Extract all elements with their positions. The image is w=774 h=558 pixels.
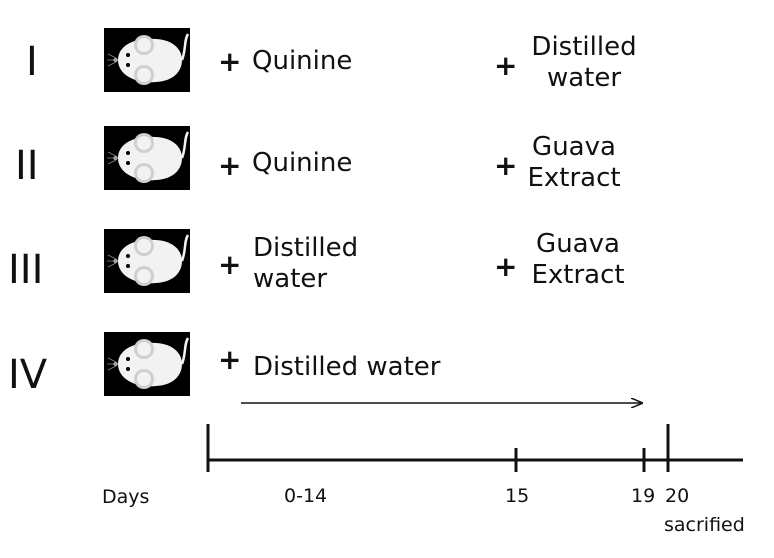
plus-sign: + — [218, 149, 242, 182]
treatment-line: Distilled — [253, 233, 359, 263]
group-label-3: III — [8, 247, 44, 293]
plus-sign: + — [218, 343, 242, 376]
plus-sign: + — [218, 248, 242, 281]
treatment-line: Quinine — [252, 46, 353, 76]
period-label: 0-14 — [284, 485, 328, 507]
group-label-1: I — [26, 39, 38, 85]
mouse-icon — [104, 332, 190, 396]
plus-sign: + — [494, 149, 518, 182]
treatment-line: Quinine — [252, 148, 353, 178]
plus-sign: + — [494, 49, 518, 82]
mouse-icon — [104, 28, 190, 92]
treatment-line: Extract — [531, 260, 625, 290]
end-note-label: sacrified — [664, 514, 745, 536]
treatment-line: water — [546, 63, 622, 93]
treatment-line: water — [253, 264, 328, 294]
treatment-a-group-3: Distilled water — [253, 233, 358, 295]
group-label-2: II — [15, 143, 39, 189]
treatment-a-group-2: Quinine — [252, 148, 352, 179]
treatment-b-group-1: Distilled water — [520, 32, 648, 94]
mouse-icon — [104, 126, 190, 190]
plus-sign: + — [494, 250, 518, 283]
day-15-label: 15 — [505, 485, 530, 507]
mouse-icon — [104, 229, 190, 293]
treatment-a-group-1: Quinine — [252, 46, 352, 77]
treatment-line: Distilled — [531, 32, 637, 62]
treatment-line: Guava — [532, 132, 616, 162]
day-20-label: 20 — [665, 485, 690, 507]
treatment-line: Extract — [527, 163, 621, 193]
treatment-line: Distilled water — [253, 352, 441, 382]
days-label: Days — [102, 486, 150, 508]
treatment-line: Guava — [536, 229, 620, 259]
day-19-label: 19 — [631, 485, 656, 507]
group-label-4: IV — [8, 352, 48, 398]
plus-sign: + — [218, 45, 242, 78]
treatment-b-group-3: Guava Extract — [522, 229, 634, 291]
treatment-a-group-4: Distilled water — [253, 352, 441, 383]
treatment-b-group-2: Guava Extract — [518, 132, 630, 194]
